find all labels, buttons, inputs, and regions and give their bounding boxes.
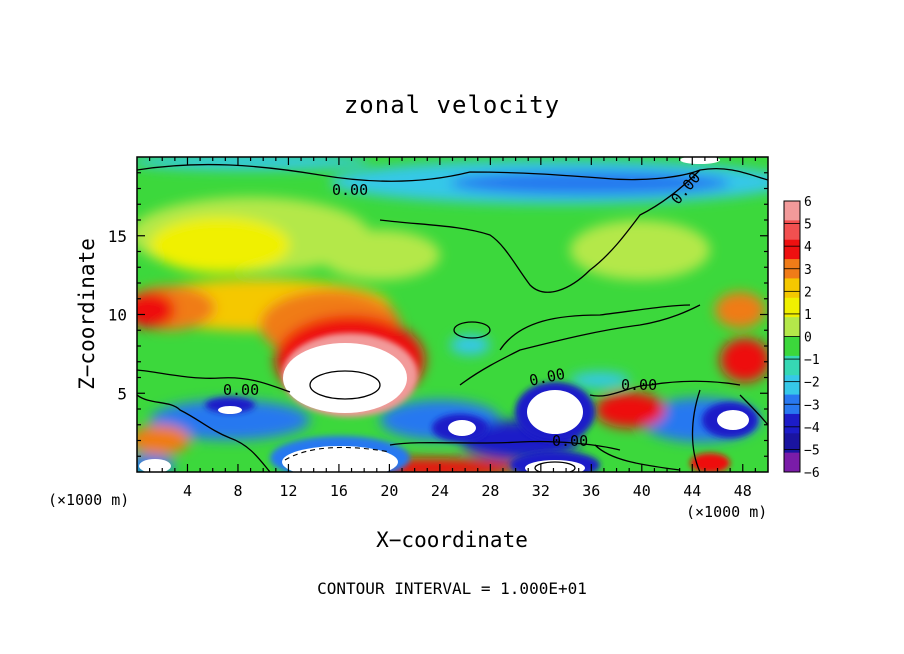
colorbar-swatch [784, 452, 800, 473]
x-tick-label: 12 [279, 482, 297, 500]
colorbar-label: 2 [804, 285, 812, 300]
x-tick-label: 44 [683, 482, 701, 500]
y-tick-label: 15 [108, 227, 127, 246]
x-tick-label: 36 [582, 482, 600, 500]
chart-title: zonal velocity [344, 91, 560, 119]
colorbar-label: −4 [804, 421, 820, 436]
x-axis-ticks: 4 8 12 16 20 24 28 32 36 40 44 48 [149, 157, 756, 500]
contour-label: 0.00 [621, 376, 657, 394]
colorbar-label: −6 [804, 466, 820, 481]
colorbar-swatch [784, 413, 800, 434]
colorbar-label: 3 [804, 263, 812, 278]
colorbar-label: 0 [804, 331, 812, 346]
contour-label: 0.00 [332, 181, 368, 199]
colorbar-swatch [784, 239, 800, 260]
colorbar-swatch [784, 297, 800, 318]
x-tick-label: 48 [734, 482, 752, 500]
colorbar-label: 5 [804, 218, 812, 233]
colorbar-label: −3 [804, 398, 820, 413]
y-axis-label: Z−coordinate [75, 238, 99, 390]
x-tick-label: 8 [233, 482, 242, 500]
colorbar-label: −5 [804, 443, 820, 458]
colorbar-swatch [784, 220, 800, 241]
colorbar-swatch [784, 355, 800, 376]
colorbar-label: 6 [804, 195, 812, 210]
contour-label: 0.00 [223, 381, 259, 399]
heatmap-field [137, 157, 768, 472]
colorbar-swatch [784, 278, 800, 299]
colorbar-swatch [784, 433, 800, 454]
colorbar-swatch [784, 201, 800, 221]
colorbar-swatch [784, 375, 800, 396]
y-tick-label: 5 [117, 384, 127, 403]
colorbar-label: −2 [804, 376, 820, 391]
contour-label: 0.00 [552, 432, 588, 450]
x-unit-left: (×1000 m) [48, 491, 129, 509]
colorbar: 6 5 4 3 2 1 0 −1 −2 −3 −4 −5 −6 [783, 195, 820, 481]
x-tick-label: 4 [183, 482, 192, 500]
colorbar-swatch [784, 336, 800, 357]
x-tick-label: 32 [532, 482, 550, 500]
colorbar-label: 1 [804, 308, 812, 323]
y-axis-ticks: 5 10 15 [108, 172, 768, 457]
colorbar-label: −1 [804, 353, 820, 368]
x-unit-right: (×1000 m) [686, 503, 767, 521]
x-tick-label: 28 [481, 482, 499, 500]
x-tick-label: 20 [380, 482, 398, 500]
contour-interval-note: CONTOUR INTERVAL = 1.000E+01 [317, 579, 587, 598]
x-tick-label: 24 [431, 482, 449, 500]
x-tick-label: 16 [330, 482, 348, 500]
x-tick-label: 40 [633, 482, 651, 500]
y-tick-label: 10 [108, 306, 127, 325]
x-axis-label: X−coordinate [376, 528, 528, 552]
colorbar-label: 4 [804, 240, 812, 255]
colorbar-swatch [784, 317, 800, 337]
